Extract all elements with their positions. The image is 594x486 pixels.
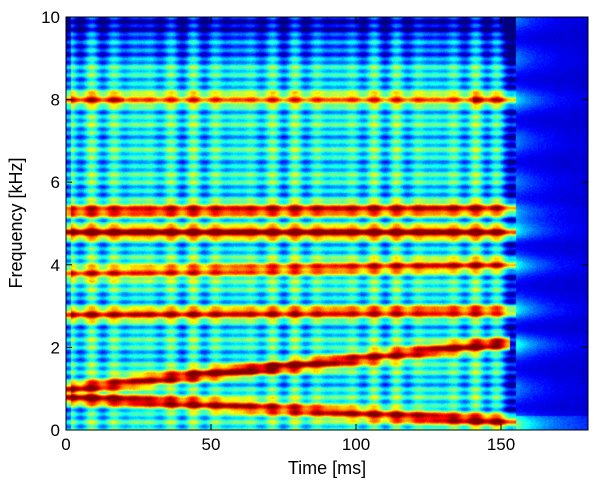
y-tick-label: 10 xyxy=(41,8,60,27)
y-tick-label: 4 xyxy=(51,256,60,275)
y-tick-label: 2 xyxy=(51,338,60,357)
y-axis-label: Frequency [kHz] xyxy=(6,157,26,288)
y-tick-label: 8 xyxy=(51,91,60,110)
x-axis-label: Time [ms] xyxy=(288,458,366,478)
spectrogram-heatmap xyxy=(66,17,588,430)
y-axis: 0 2 4 6 8 10 xyxy=(41,8,588,440)
plot-frame xyxy=(65,16,589,431)
x-tick-label: 100 xyxy=(342,435,370,454)
x-tick-label: 0 xyxy=(61,435,70,454)
x-axis: 0 50 100 150 xyxy=(61,17,515,454)
y-tick-label: 6 xyxy=(51,173,60,192)
x-tick-label: 150 xyxy=(487,435,515,454)
y-tick-label: 0 xyxy=(51,421,60,440)
x-tick-label: 50 xyxy=(202,435,221,454)
